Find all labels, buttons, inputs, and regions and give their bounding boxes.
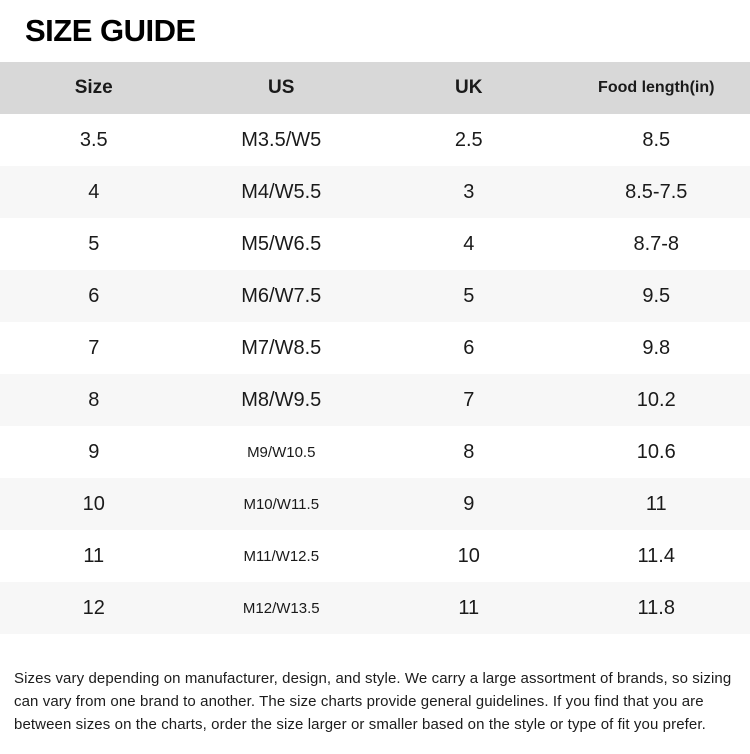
cell-foot-length: 11.8 bbox=[637, 596, 675, 619]
cell-size: 5 bbox=[88, 232, 100, 255]
cell-foot-length: 11.4 bbox=[637, 544, 675, 567]
table-row: 10 M10/W11.5 9 11 bbox=[0, 478, 750, 530]
cell-us: M10/W11.5 bbox=[243, 495, 320, 513]
cell-uk: 8 bbox=[463, 440, 475, 463]
table-row: 9 M9/W10.5 8 10.6 bbox=[0, 426, 750, 478]
table-header-row: Size US UK Food length(in) bbox=[0, 62, 750, 114]
table-row: 7 M7/W8.5 6 9.8 bbox=[0, 322, 750, 374]
table-row: 11 M11/W12.5 10 11.4 bbox=[0, 530, 750, 582]
cell-foot-length: 9.5 bbox=[642, 284, 671, 307]
cell-uk: 3 bbox=[463, 180, 475, 203]
size-guide-table: Size US UK Food length(in) 3.5 M3.5/W5 2.5… bbox=[0, 62, 750, 634]
table-row: 8 M8/W9.5 7 10.2 bbox=[0, 374, 750, 426]
cell-uk: 6 bbox=[463, 336, 475, 359]
cell-foot-length: 10.2 bbox=[636, 388, 676, 411]
cell-us: M11/W12.5 bbox=[243, 547, 320, 565]
cell-size: 10 bbox=[82, 492, 105, 515]
page-title: SIZE GUIDE bbox=[25, 13, 196, 48]
column-header-size: Size bbox=[74, 77, 113, 98]
cell-size: 6 bbox=[88, 284, 100, 307]
cell-us: M8/W9.5 bbox=[241, 388, 322, 411]
cell-foot-length: 8.7-8 bbox=[633, 232, 680, 255]
cell-foot-length: 10.6 bbox=[636, 440, 676, 463]
cell-uk: 11 bbox=[458, 596, 480, 619]
cell-foot-length: 8.5-7.5 bbox=[625, 180, 688, 203]
table-row: 3.5 M3.5/W5 2.5 8.5 bbox=[0, 114, 750, 166]
table-row: 5 M5/W6.5 4 8.7-8 bbox=[0, 218, 750, 270]
column-header-uk: UK bbox=[455, 77, 483, 98]
cell-uk: 10 bbox=[457, 544, 480, 567]
cell-us: M6/W7.5 bbox=[241, 284, 322, 307]
table-row: 12 M12/W13.5 11 11.8 bbox=[0, 582, 750, 634]
cell-uk: 7 bbox=[463, 388, 475, 411]
cell-size: 12 bbox=[82, 596, 105, 619]
cell-size: 11 bbox=[83, 544, 105, 567]
table-row: 6 M6/W7.5 5 9.5 bbox=[0, 270, 750, 322]
cell-uk: 4 bbox=[463, 232, 475, 255]
cell-uk: 9 bbox=[463, 492, 475, 515]
cell-us: M12/W13.5 bbox=[242, 599, 320, 617]
cell-uk: 5 bbox=[463, 284, 475, 307]
cell-uk: 2.5 bbox=[454, 128, 483, 151]
cell-size: 4 bbox=[88, 180, 100, 203]
table-body: 3.5 M3.5/W5 2.5 8.5 4 M4/W5.5 3 8.5-7.5 5 M5/W6.5… bbox=[0, 114, 750, 634]
cell-foot-length: 8.5 bbox=[642, 128, 671, 151]
column-header-foot-length: Food length(in) bbox=[598, 79, 715, 96]
cell-size: 7 bbox=[88, 336, 100, 359]
cell-us: M9/W10.5 bbox=[247, 443, 316, 461]
cell-us: M7/W8.5 bbox=[241, 336, 322, 359]
sizing-disclaimer-text: Sizes vary depending on manufacturer, de… bbox=[14, 670, 732, 733]
cell-size: 8 bbox=[88, 388, 100, 411]
cell-size: 3.5 bbox=[79, 128, 108, 151]
cell-size: 9 bbox=[88, 440, 100, 463]
cell-us: M4/W5.5 bbox=[241, 180, 322, 203]
cell-us: M5/W6.5 bbox=[241, 232, 322, 255]
cell-foot-length: 11 bbox=[645, 492, 667, 515]
cell-foot-length: 9.8 bbox=[642, 336, 671, 359]
column-header-us: US bbox=[268, 77, 295, 98]
cell-us: M3.5/W5 bbox=[241, 128, 322, 151]
table-row: 4 M4/W5.5 3 8.5-7.5 bbox=[0, 166, 750, 218]
